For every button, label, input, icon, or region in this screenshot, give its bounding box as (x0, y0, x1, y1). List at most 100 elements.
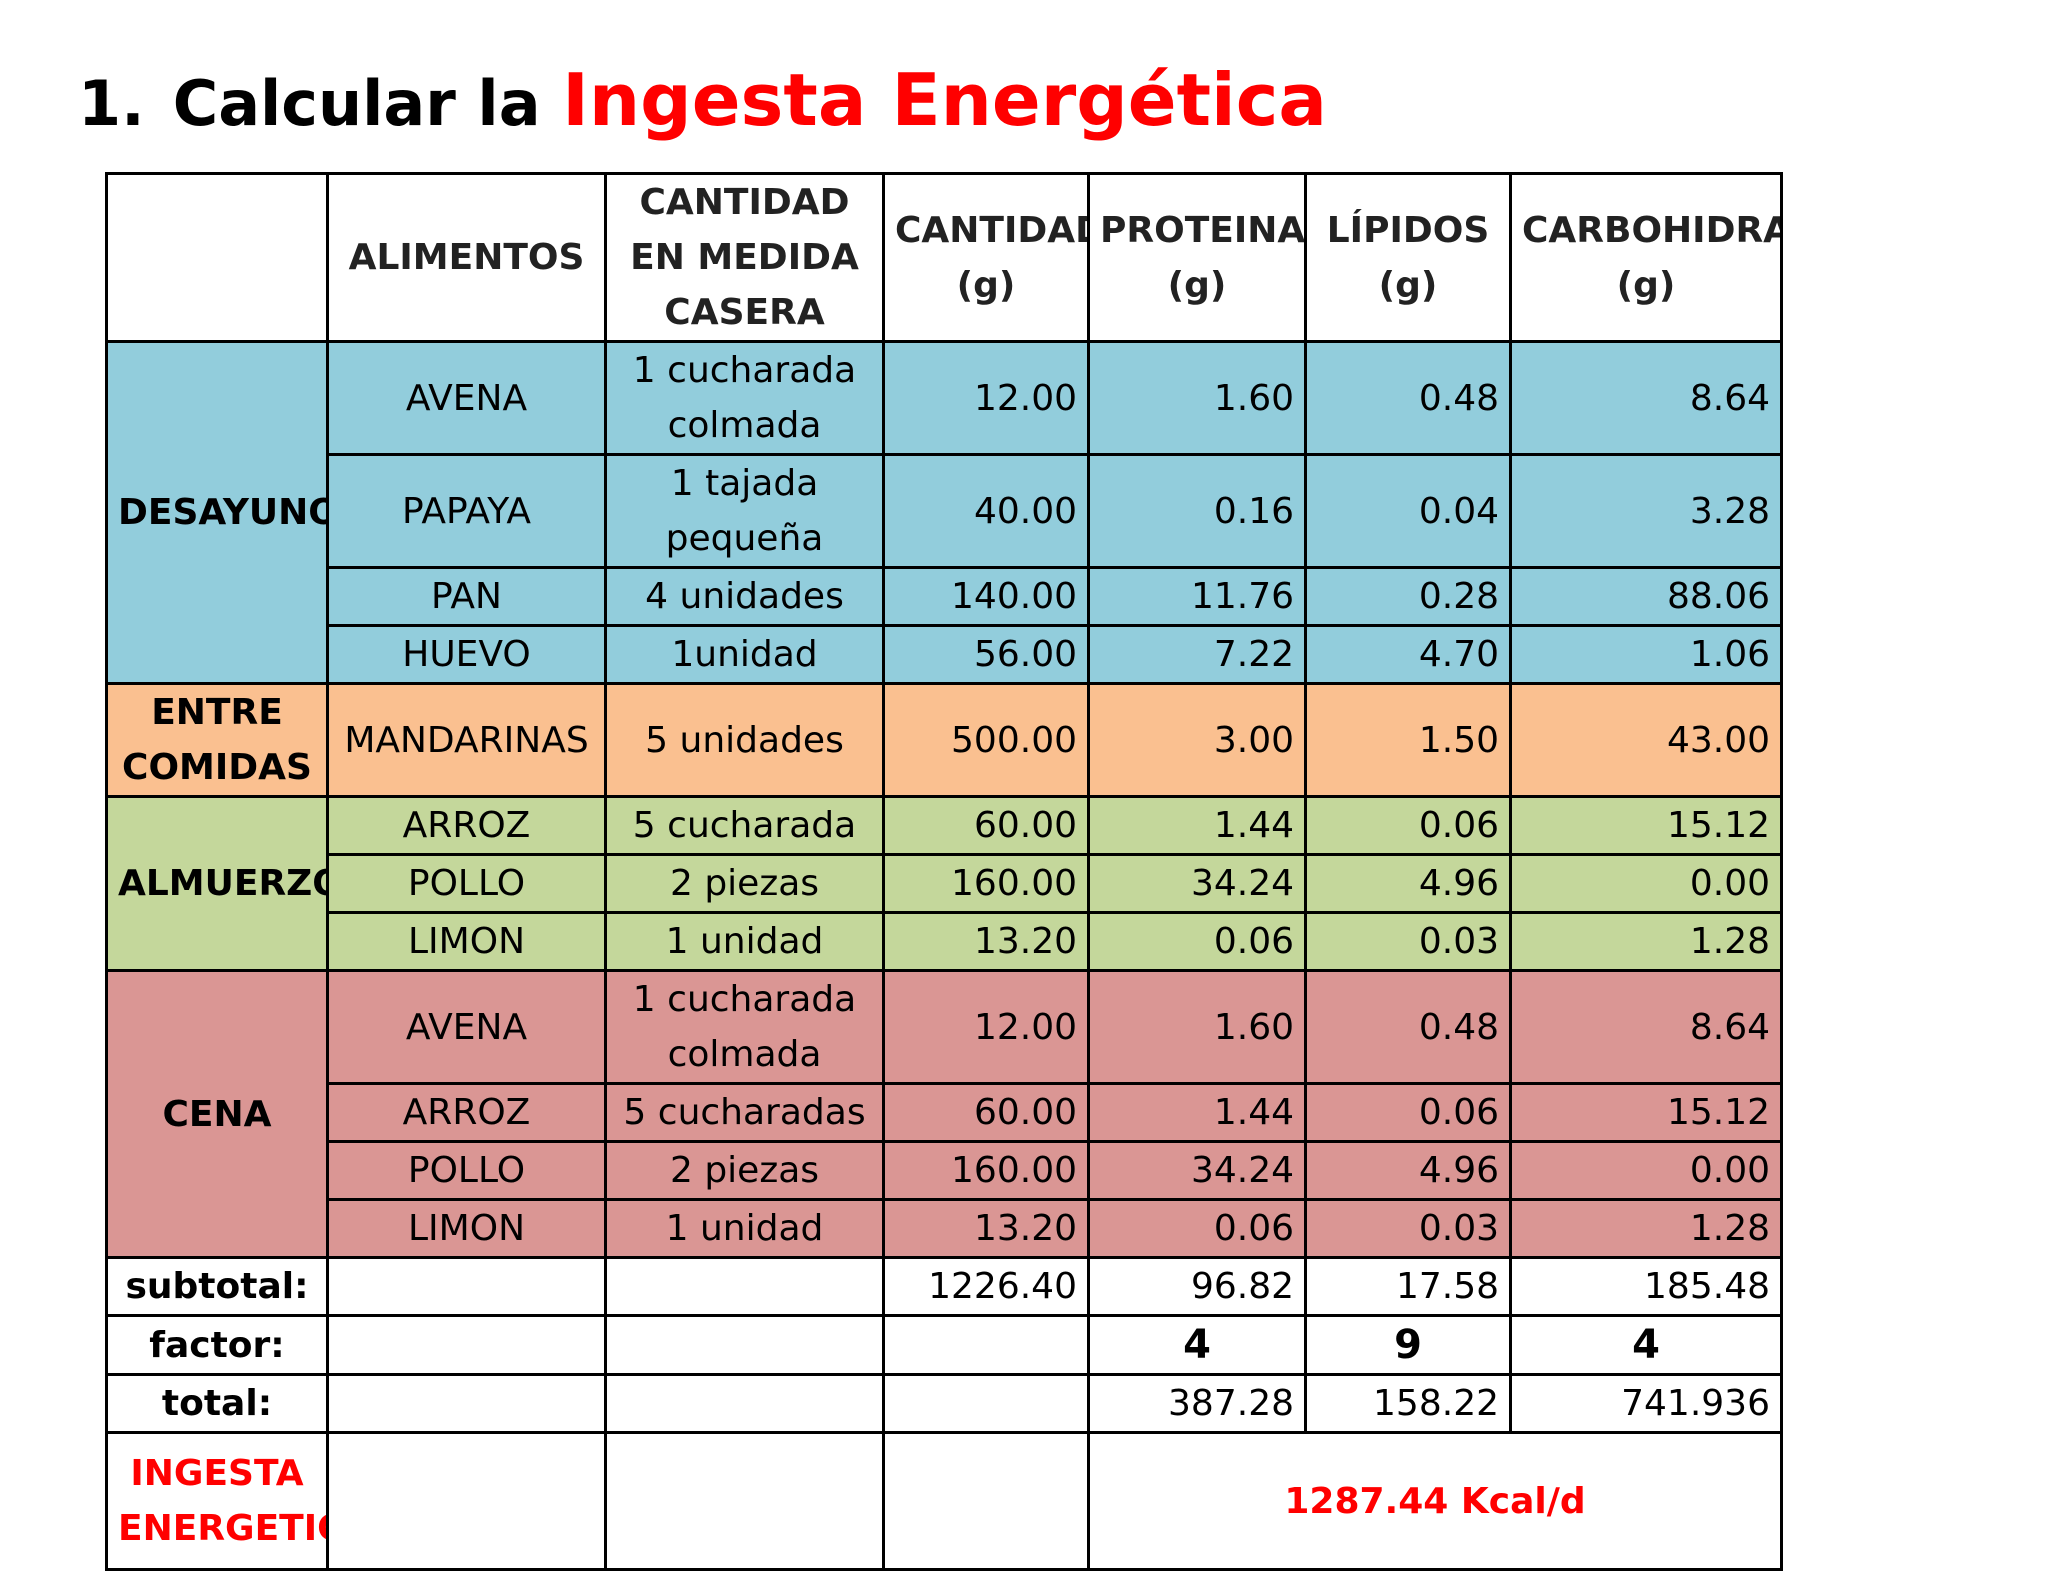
protein-cell: 0.16 (1087, 453, 1307, 569)
empty-cell (604, 1431, 885, 1571)
measure-cell: 1 cucharada colmada (604, 969, 885, 1085)
amount-cell: 60.00 (882, 1082, 1090, 1143)
header-cell: CANTIDAD EN MEDIDA CASERA (604, 172, 885, 343)
food-cell: AVENA (326, 969, 607, 1085)
food-cell: ARROZ (326, 1082, 607, 1143)
protein-cell: 1.60 (1087, 969, 1307, 1085)
empty-cell (882, 1431, 1090, 1571)
lipid-cell: 4.70 (1304, 624, 1512, 685)
empty-cell (326, 1373, 607, 1434)
amount-cell: 12.00 (882, 969, 1090, 1085)
subtotal-amount: 1226.40 (882, 1256, 1090, 1317)
measure-cell: 2 piezas (604, 1140, 885, 1201)
factor-label: factor: (105, 1314, 329, 1376)
carb-cell: 15.12 (1509, 795, 1783, 856)
amount-cell: 12.00 (882, 340, 1090, 456)
header-cell: ALIMENTOS (326, 172, 607, 343)
lipid-cell: 4.96 (1304, 1140, 1512, 1201)
nutrition-table: ALIMENTOS CANTIDAD EN MEDIDA CASERA CANT… (105, 172, 1783, 1571)
measure-cell: 5 cucharadas (604, 1082, 885, 1143)
header-cell: PROTEINAS (g) (1087, 172, 1307, 343)
table-row: POLLO 2 piezas 160.00 34.24 4.96 0.00 (106, 853, 1783, 914)
total-lipid: 158.22 (1304, 1373, 1512, 1434)
factor-lipid: 9 (1304, 1314, 1512, 1376)
empty-cell (882, 1314, 1090, 1376)
amount-cell: 160.00 (882, 853, 1090, 914)
food-cell: POLLO (326, 853, 607, 914)
measure-cell: 4 unidades (604, 566, 885, 627)
protein-cell: 7.22 (1087, 624, 1307, 685)
lipid-cell: 0.03 (1304, 1198, 1512, 1259)
total-row: total: 387.28 158.22 741.936 (105, 1373, 1783, 1434)
carb-cell: 0.00 (1509, 1140, 1783, 1201)
protein-cell: 1.44 (1087, 1082, 1307, 1143)
header-cell: LÍPIDOS (g) (1304, 172, 1512, 343)
lipid-cell: 1.50 (1304, 682, 1512, 798)
food-cell: POLLO (326, 1140, 607, 1201)
carb-cell: 0.00 (1509, 853, 1783, 914)
protein-cell: 1.60 (1087, 340, 1307, 456)
table-row: HUEVO 1unidad 56.00 7.22 4.70 1.06 (106, 624, 1783, 685)
carb-cell: 8.64 (1509, 969, 1783, 1085)
protein-cell: 0.06 (1087, 1198, 1307, 1259)
meal-label-desayuno: DESAYUNO (105, 340, 329, 685)
lipid-cell: 4.96 (1304, 853, 1512, 914)
factor-row: factor: 4 9 4 (105, 1314, 1783, 1376)
measure-cell: 5 unidades (604, 682, 885, 798)
protein-cell: 34.24 (1087, 1140, 1307, 1201)
measure-cell: 1 cucharada colmada (604, 340, 885, 456)
lipid-cell: 0.06 (1304, 1082, 1512, 1143)
food-cell: AVENA (326, 340, 607, 456)
meal-label-entre-comidas: ENTRE COMIDAS (105, 682, 329, 798)
subtotal-protein: 96.82 (1087, 1256, 1307, 1317)
amount-cell: 60.00 (882, 795, 1090, 856)
amount-cell: 13.20 (882, 911, 1090, 972)
title-accent: Ingesta Energética (562, 58, 1327, 142)
carb-cell: 15.12 (1509, 1082, 1783, 1143)
page-title: 1. Calcular la Ingesta Energética (78, 58, 1327, 142)
empty-cell (882, 1373, 1090, 1434)
lipid-cell: 0.28 (1304, 566, 1512, 627)
amount-cell: 160.00 (882, 1140, 1090, 1201)
table-row: ENTRE COMIDAS MANDARINAS 5 unidades 500.… (105, 682, 1783, 798)
meal-label-cena: CENA (105, 969, 329, 1259)
subtotal-label: subtotal: (105, 1256, 329, 1317)
meal-label-almuerzo: ALMUERZO (105, 795, 329, 972)
table-row: ARROZ 5 cucharadas 60.00 1.44 0.06 15.12 (106, 1082, 1783, 1143)
title-number: 1. (78, 67, 145, 140)
measure-cell: 5 cucharada (604, 795, 885, 856)
table-row: POLLO 2 piezas 160.00 34.24 4.96 0.00 (106, 1140, 1783, 1201)
total-carb: 741.936 (1509, 1373, 1783, 1434)
table-row: PAPAYA 1 tajada pequeña 40.00 0.16 0.04 … (106, 453, 1783, 569)
lipid-cell: 0.06 (1304, 795, 1512, 856)
carb-cell: 8.64 (1509, 340, 1783, 456)
carb-cell: 3.28 (1509, 453, 1783, 569)
table-row: PAN 4 unidades 140.00 11.76 0.28 88.06 (106, 566, 1783, 627)
protein-cell: 11.76 (1087, 566, 1307, 627)
amount-cell: 13.20 (882, 1198, 1090, 1259)
measure-cell: 1unidad (604, 624, 885, 685)
protein-cell: 1.44 (1087, 795, 1307, 856)
lipid-cell: 0.48 (1304, 969, 1512, 1085)
food-cell: MANDARINAS (326, 682, 607, 798)
amount-cell: 140.00 (882, 566, 1090, 627)
total-label: total: (105, 1373, 329, 1434)
factor-carb: 4 (1509, 1314, 1783, 1376)
table-row: ALMUERZO ARROZ 5 cucharada 60.00 1.44 0.… (105, 795, 1783, 972)
amount-cell: 40.00 (882, 453, 1090, 569)
empty-cell (604, 1256, 885, 1317)
carb-cell: 43.00 (1509, 682, 1783, 798)
lipid-cell: 0.48 (1304, 340, 1512, 456)
table-row: DESAYUNO AVENA 1 cucharada colmada 12.00… (105, 340, 1783, 685)
table-row: LIMON 1 unidad 13.20 0.06 0.03 1.28 (106, 911, 1783, 972)
food-cell: PAPAYA (326, 453, 607, 569)
empty-cell (604, 1373, 885, 1434)
ingesta-value: 1287.44 Kcal/d (1087, 1431, 1783, 1571)
empty-cell (326, 1431, 607, 1571)
carb-cell: 1.28 (1509, 911, 1783, 972)
amount-cell: 500.00 (882, 682, 1090, 798)
title-prefix: Calcular la (172, 67, 541, 140)
protein-cell: 3.00 (1087, 682, 1307, 798)
header-cell (105, 172, 329, 343)
food-cell: PAN (326, 566, 607, 627)
